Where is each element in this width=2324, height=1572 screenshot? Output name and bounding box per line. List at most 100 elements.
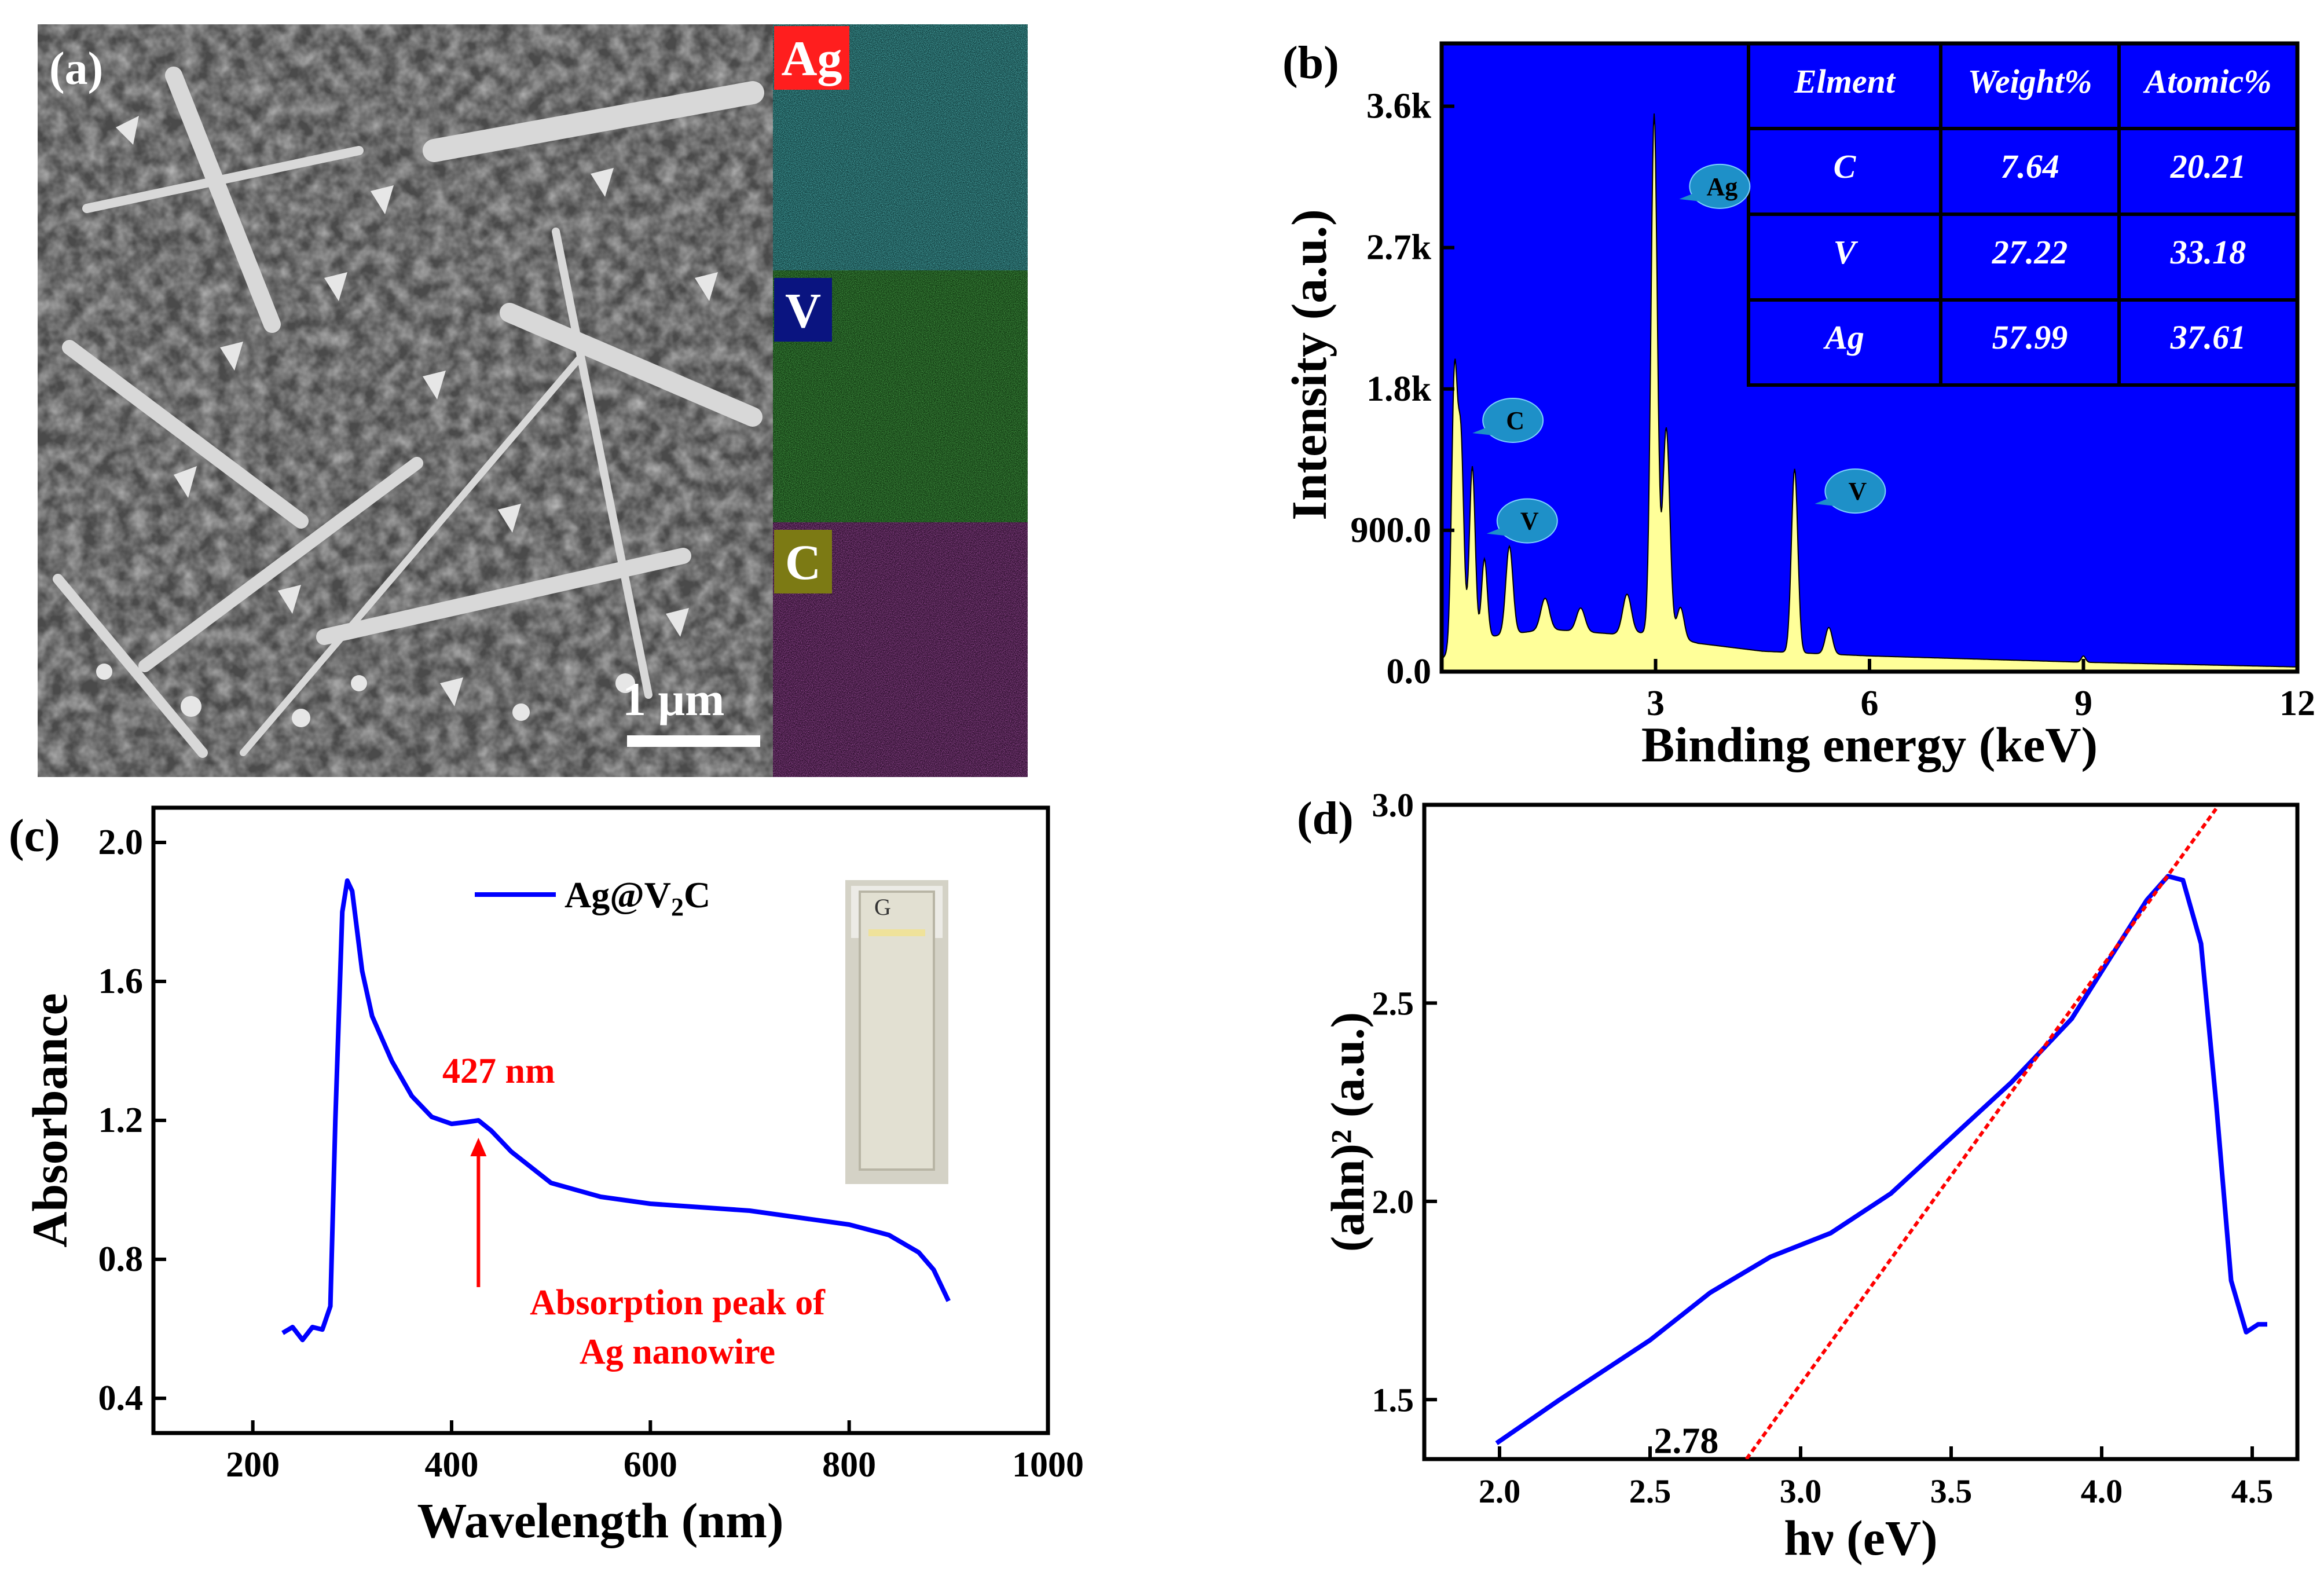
y-tick-label: 3.6k xyxy=(1366,87,1432,126)
peak-marker-pointer xyxy=(1815,497,1836,507)
tauc-linear-fit xyxy=(1744,808,2218,1459)
peak-marker: Ag xyxy=(1679,163,1751,209)
peak-marker-label: V xyxy=(1520,507,1539,536)
y-tick-label: 3.0 xyxy=(1372,786,1414,824)
x-tick-label: 1000 xyxy=(1012,1445,1084,1485)
badge-v-label: V xyxy=(785,283,821,338)
x-tick-label: 400 xyxy=(425,1445,479,1485)
panel-b-label: (b) xyxy=(1282,38,1339,89)
table-cell: 7.64 xyxy=(2000,148,2059,185)
tauc-x-axis-title: hν (eV) xyxy=(1784,1510,1937,1566)
badge-c xyxy=(774,530,832,593)
table-cell: 33.18 xyxy=(2170,233,2246,271)
y-tick-label: 1.6 xyxy=(98,962,144,1001)
table-cell: V xyxy=(1834,233,1859,271)
y-tick-label: 1.5 xyxy=(1372,1381,1414,1419)
badge-ag-label: Ag xyxy=(781,31,842,86)
peak-marker-label: Ag xyxy=(1706,173,1737,201)
peak-marker-bubble xyxy=(1824,468,1886,514)
cuvette-label: G xyxy=(874,894,891,920)
y-tick-label: 0.0 xyxy=(1387,652,1432,691)
scale-bar-label: 1 μm xyxy=(622,673,724,725)
annotation-line-1: Absorption peak of xyxy=(530,1283,826,1322)
panel-c: (c) Ag@V2C G 427 nm Absorption peak of A… xyxy=(9,805,1084,1548)
x-tick-label: 2.0 xyxy=(1479,1472,1521,1510)
cuvette-photo: G xyxy=(845,880,948,1184)
panel-a: (a) 1 μm Ag V C xyxy=(38,24,1028,777)
tauc-plot-frame xyxy=(1422,803,2300,1461)
uv-axes: 200 400 600 800 1000 0.4 0.8 1.2 1.6 2.0 xyxy=(98,823,1084,1485)
y-tick-label: 0.8 xyxy=(98,1240,144,1279)
peak-marker-bubble xyxy=(1689,163,1751,209)
peak-marker: C xyxy=(1472,398,1544,443)
uv-x-axis-title: Wavelength (nm) xyxy=(417,1493,783,1548)
peak-marker-bubble xyxy=(1482,398,1544,443)
x-tick-label: 600 xyxy=(624,1445,677,1485)
peak-marker: V xyxy=(1815,468,1886,514)
eds-axes: 3 6 9 12 0.0 900.0 1.8k 2.7k 3.6k xyxy=(1351,87,2316,724)
panel-b: (b) Elment Weight% Atomic% C 7.64 20.21 … xyxy=(1281,38,2315,772)
x-tick-label: 9 xyxy=(2074,684,2092,723)
y-tick-label: 0.4 xyxy=(98,1379,144,1418)
x-tick-label: 3.5 xyxy=(1930,1472,1973,1510)
uv-y-axis-title: Absorbance xyxy=(22,993,78,1248)
annotation-line-2: Ag nanowire xyxy=(580,1332,775,1372)
eds-x-axis-title: Binding energy (keV) xyxy=(1641,717,2098,772)
uv-legend: Ag@V2C xyxy=(475,874,710,921)
table-cell: 37.61 xyxy=(2170,318,2246,356)
x-tick-label: 3.0 xyxy=(1780,1472,1822,1510)
table-cell: 27.22 xyxy=(1992,233,2068,271)
legend-label: Ag@V2C xyxy=(564,874,710,921)
sem-features xyxy=(53,67,764,758)
peak-marker-label: V xyxy=(1848,477,1867,505)
badge-ag xyxy=(774,26,849,90)
panel-c-label: (c) xyxy=(9,811,60,862)
y-tick-label: 1.2 xyxy=(98,1101,144,1140)
y-tick-label: 2.5 xyxy=(1372,984,1414,1022)
x-tick-label: 4.0 xyxy=(2081,1472,2123,1510)
tauc-y-axis-title: (ahn)² (a.u.) xyxy=(1321,1012,1374,1252)
y-tick-label: 2.0 xyxy=(98,823,144,862)
table-cell: C xyxy=(1834,148,1857,185)
table-header-atomic: Atomic% xyxy=(2143,63,2271,100)
uv-absorbance-line xyxy=(281,878,951,1343)
x-tick-label: 4.5 xyxy=(2231,1472,2274,1510)
x-tick-label: 12 xyxy=(2279,684,2315,723)
panel-a-label: (a) xyxy=(49,43,103,94)
tauc-axes: 2.0 2.5 3.0 3.5 4.0 4.5 1.5 2.0 2.5 3.0 xyxy=(1372,786,2274,1510)
y-tick-label: 1.8k xyxy=(1366,369,1432,409)
table-header-weight: Weight% xyxy=(1968,63,2092,100)
table-header-element: Elment xyxy=(1794,63,1896,100)
peak-marker-bubble xyxy=(1496,498,1558,544)
peak-marker: V xyxy=(1486,498,1558,544)
panel-d: (d) 2.78 2.0 2.5 3.0 3.5 4.0 4.51.52.02.53.0 … xyxy=(1297,786,2300,1566)
x-tick-label: 3 xyxy=(1647,684,1665,723)
table-cell: 57.99 xyxy=(1992,318,2068,356)
peak-427-label: 427 nm xyxy=(442,1051,555,1091)
tauc-curve xyxy=(1495,874,2267,1445)
table-cell: Ag xyxy=(1823,318,1864,356)
badge-c-label: C xyxy=(785,534,821,590)
eds-table: Elment Weight% Atomic% C 7.64 20.21 V 27… xyxy=(1747,42,2299,387)
y-tick-label: 900.0 xyxy=(1351,511,1432,550)
badge-v xyxy=(774,278,832,342)
scale-bar xyxy=(627,735,760,747)
x-tick-label: 200 xyxy=(226,1445,280,1485)
eds-y-axis-title: Intensity (a.u.) xyxy=(1281,209,1337,521)
y-tick-label: 2.0 xyxy=(1372,1183,1414,1221)
table-cell: 20.21 xyxy=(2170,148,2246,185)
peak-arrow xyxy=(470,1138,487,1287)
x-tick-label: 6 xyxy=(1861,684,1879,723)
peak-marker-pointer xyxy=(1679,192,1700,201)
x-tick-label: 800 xyxy=(822,1445,876,1485)
y-tick-label: 2.7k xyxy=(1366,228,1432,268)
arrow-head xyxy=(470,1138,487,1156)
peak-marker-label: C xyxy=(1506,406,1524,435)
band-gap-label: 2.78 xyxy=(1654,1420,1718,1461)
peak-marker-pointer xyxy=(1472,426,1494,435)
x-tick-label: 2.5 xyxy=(1629,1472,1671,1510)
peak-marker-pointer xyxy=(1486,526,1508,536)
sem-particles xyxy=(96,116,718,727)
